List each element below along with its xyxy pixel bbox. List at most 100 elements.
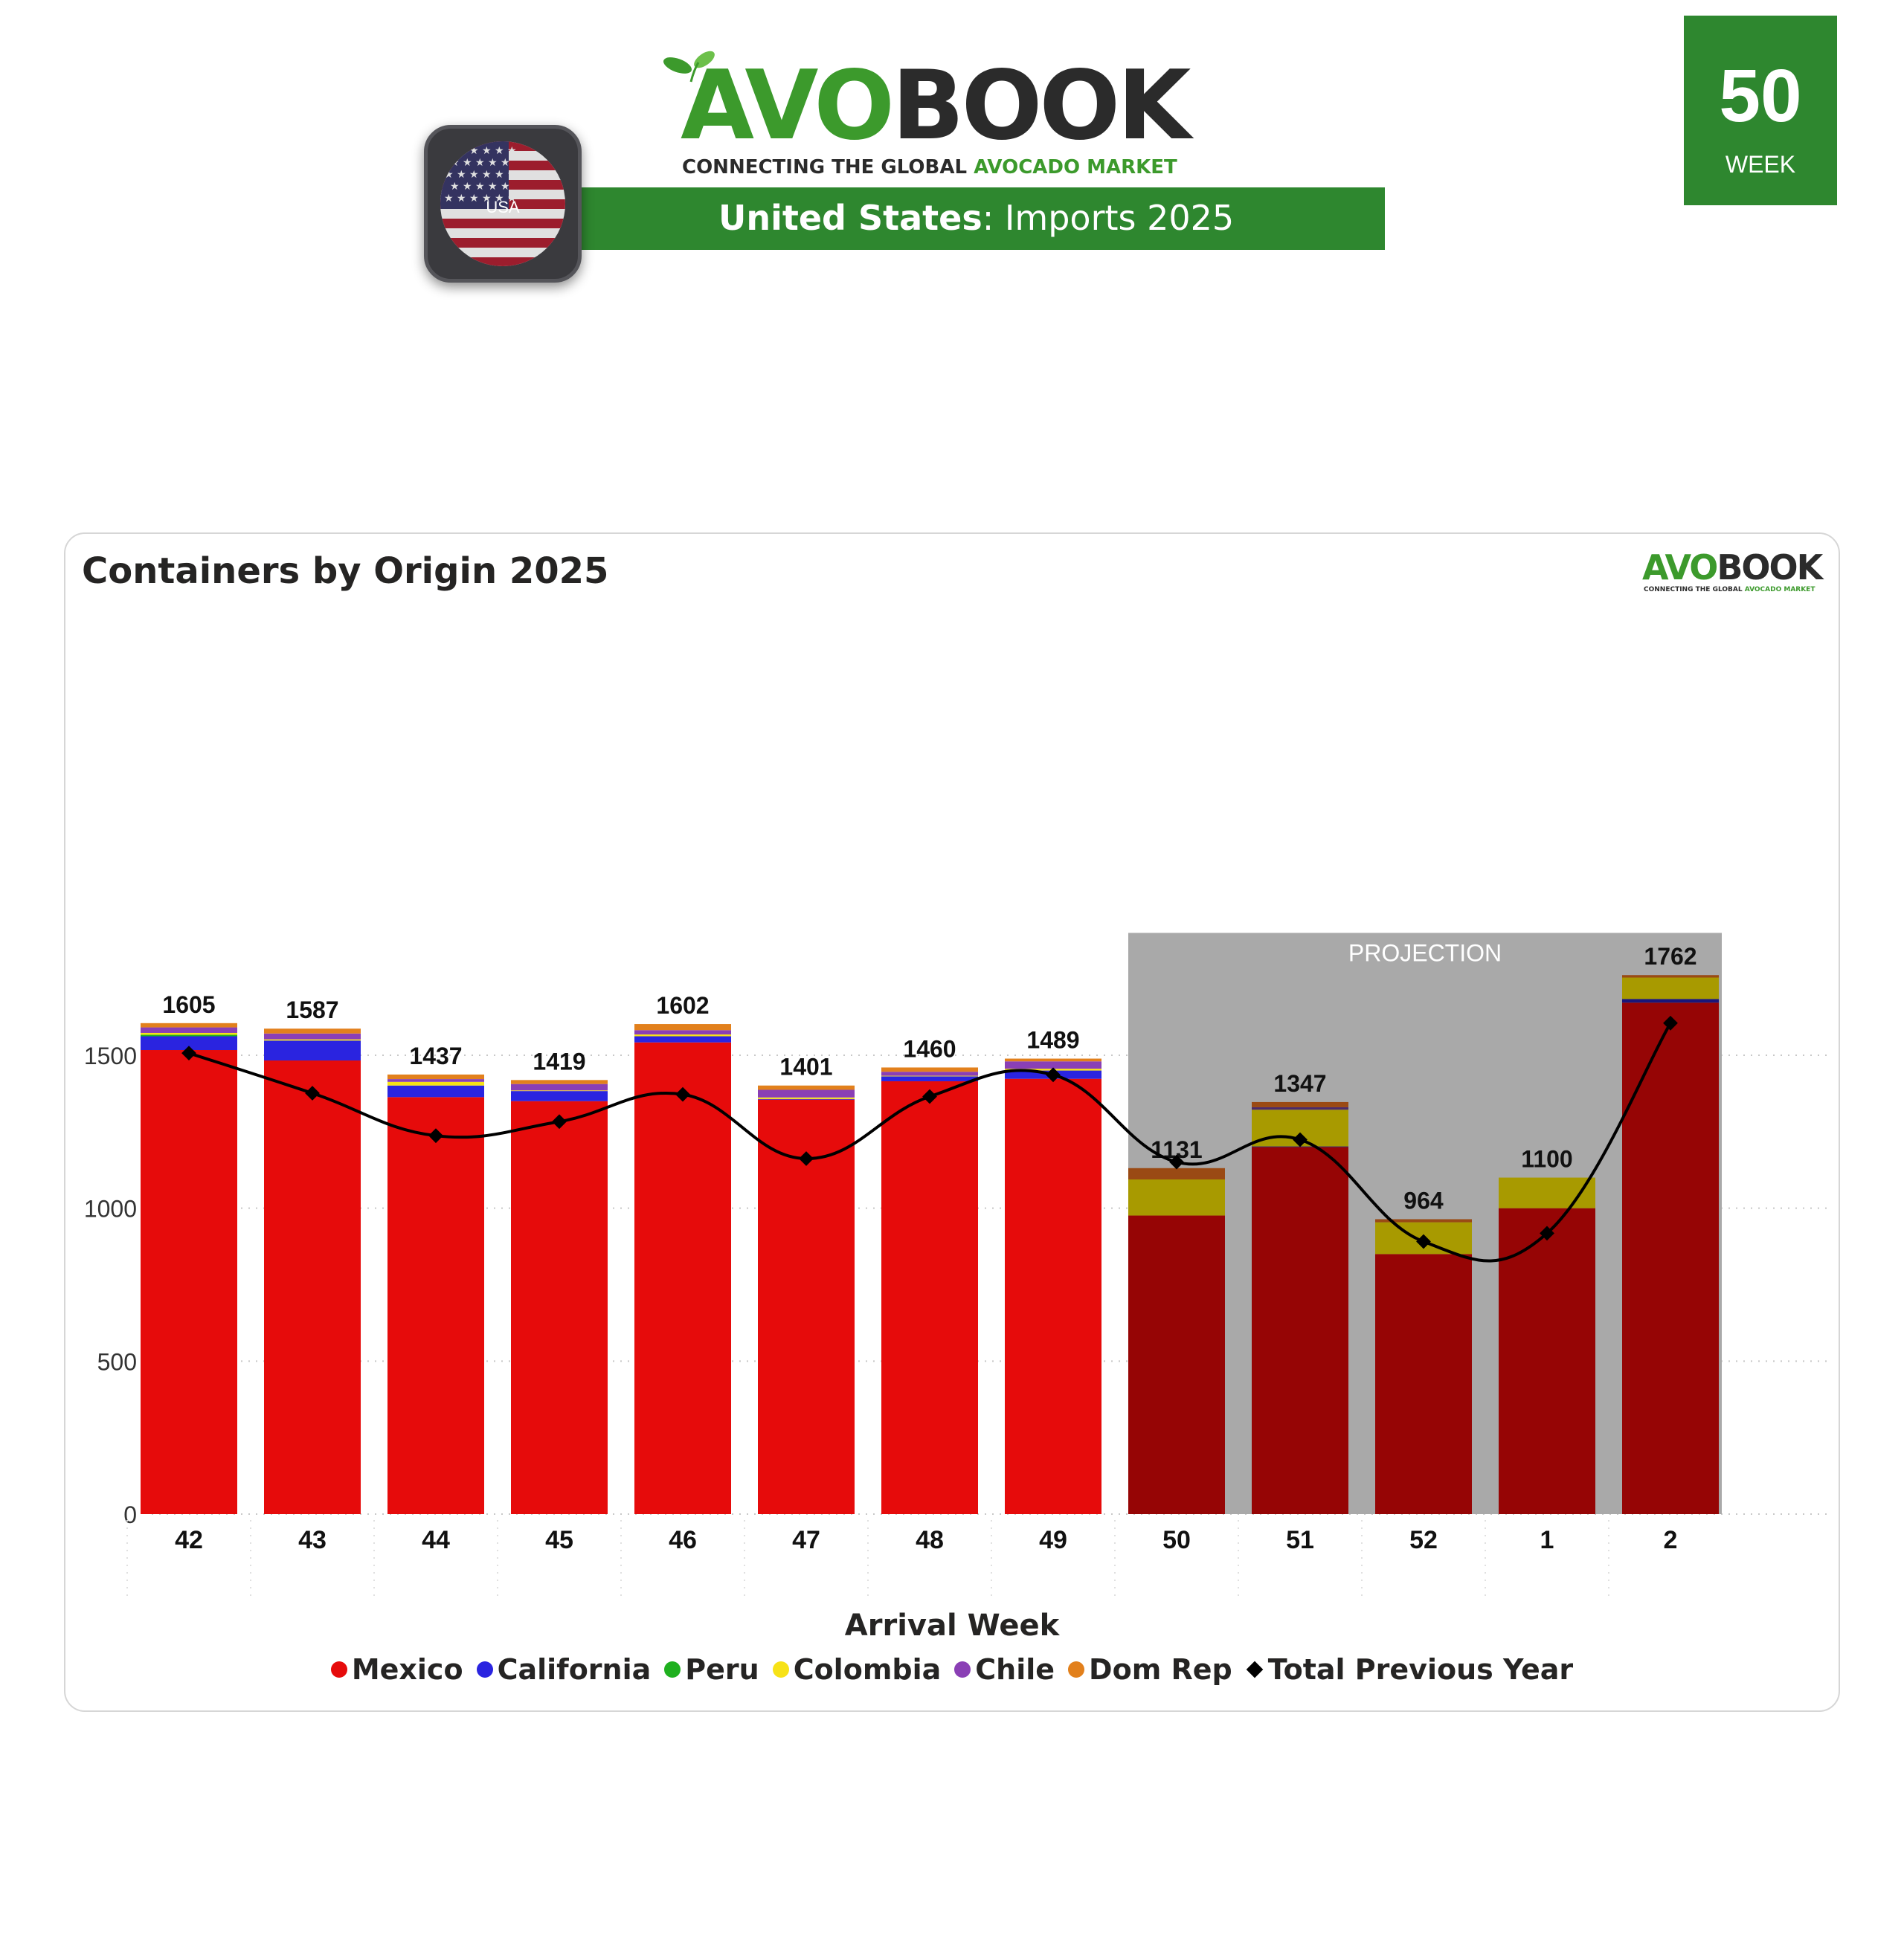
previous-year-marker bbox=[1293, 1132, 1308, 1147]
bar-segment-california bbox=[634, 1036, 731, 1043]
legend-label: California bbox=[497, 1653, 652, 1686]
total-data-label: 1401 bbox=[779, 1054, 832, 1081]
bar-segment-mexico bbox=[141, 1050, 237, 1514]
y-tick-label: 500 bbox=[97, 1348, 137, 1375]
legend-label: Colombia bbox=[793, 1653, 942, 1686]
bar-segment-california bbox=[511, 1091, 608, 1101]
previous-year-line bbox=[188, 1022, 1672, 1263]
svg-text:★ ★ ★ ★ ★ ★: ★ ★ ★ ★ ★ ★ bbox=[444, 193, 517, 205]
chart-title: Containers by Origin 2025 bbox=[82, 550, 609, 592]
bar-segment-california bbox=[141, 1036, 237, 1051]
x-tick-label: 1 bbox=[1540, 1526, 1554, 1554]
bar-segment-colombia bbox=[1622, 977, 1719, 999]
legend-dot-icon bbox=[476, 1661, 493, 1678]
total-data-label: 1489 bbox=[1026, 1027, 1079, 1054]
legend-dot-icon bbox=[664, 1661, 681, 1678]
legend-diamond-icon bbox=[1246, 1661, 1264, 1678]
legend-item-mexico[interactable]: Mexico bbox=[330, 1653, 463, 1686]
title-banner: United States: Imports 2025 bbox=[573, 187, 1385, 250]
previous-year-marker bbox=[1046, 1067, 1061, 1083]
total-data-label: 1460 bbox=[903, 1035, 956, 1062]
bar-segment-chile bbox=[141, 1027, 237, 1033]
bar-segment-dom-rep bbox=[1128, 1168, 1225, 1180]
previous-year-marker bbox=[305, 1086, 320, 1101]
bar-segment-california bbox=[387, 1085, 484, 1098]
previous-year-marker bbox=[1540, 1226, 1554, 1241]
total-data-label: 1605 bbox=[162, 991, 215, 1018]
bar-segment-mexico bbox=[881, 1081, 978, 1514]
bar-segment-mexico bbox=[1375, 1254, 1472, 1514]
legend-label: Total Previous Year bbox=[1267, 1653, 1574, 1686]
logo-book-text: BOOK bbox=[892, 51, 1191, 161]
logo-avo-text: AVO bbox=[681, 51, 895, 161]
x-tick-label: 42 bbox=[175, 1526, 203, 1554]
legend-item-california[interactable]: California bbox=[476, 1653, 652, 1686]
bar-segment-mexico bbox=[1005, 1078, 1101, 1514]
x-tick-label: 46 bbox=[669, 1526, 697, 1554]
bar-segment-colombia bbox=[634, 1034, 731, 1037]
mini-logo-tagline-highlight: AVOCADO MARKET bbox=[1744, 586, 1815, 593]
avobook-logo: AVOBOOK CONNECTING THE GLOBAL AVOCADO MA… bbox=[663, 51, 1231, 184]
bar-segment-mexico bbox=[1252, 1147, 1348, 1514]
legend-dot-icon bbox=[772, 1661, 789, 1678]
y-tick-label: 0 bbox=[123, 1501, 137, 1528]
flag-label: USA bbox=[486, 198, 520, 216]
bar-segment-california bbox=[758, 1098, 855, 1100]
logo-tagline: CONNECTING THE GLOBAL bbox=[682, 156, 974, 178]
bar-segment-mexico bbox=[1499, 1208, 1595, 1514]
legend-item-peru[interactable]: Peru bbox=[664, 1653, 759, 1686]
week-label: WEEK bbox=[1725, 151, 1796, 178]
x-axis-title: Arrival Week bbox=[844, 1609, 1060, 1643]
bar-segment-mexico bbox=[264, 1060, 361, 1514]
x-tick-label: 43 bbox=[298, 1526, 327, 1554]
total-data-label: 1100 bbox=[1521, 1146, 1572, 1173]
x-tick-label: 52 bbox=[1409, 1526, 1438, 1554]
legend-label: Dom Rep bbox=[1089, 1653, 1232, 1686]
legend-item-total-previous-year[interactable]: Total Previous Year bbox=[1246, 1653, 1573, 1686]
report-header: AVOBOOK CONNECTING THE GLOBAL AVOCADO MA… bbox=[0, 0, 1904, 312]
bar-segment-colombia bbox=[758, 1097, 855, 1099]
bar-segment-mexico bbox=[758, 1099, 855, 1514]
bar-segment-california bbox=[1622, 999, 1719, 1003]
bar-segment-chile bbox=[1005, 1061, 1101, 1069]
bar-segment-chile bbox=[881, 1072, 978, 1076]
x-tick-label: 49 bbox=[1039, 1526, 1067, 1554]
bar-segment-colombia bbox=[1128, 1179, 1225, 1216]
bar-segment-colombia bbox=[881, 1075, 978, 1077]
avobook-mini-logo: AVOBOOK CONNECTING THE GLOBAL AVOCADO MA… bbox=[1636, 547, 1827, 596]
svg-text:★ ★ ★ ★ ★ ★: ★ ★ ★ ★ ★ ★ bbox=[444, 169, 517, 181]
total-data-label: 1762 bbox=[1644, 943, 1696, 970]
week-number: 50 bbox=[1719, 54, 1802, 138]
leaf-icon bbox=[663, 51, 715, 83]
total-data-label: 1437 bbox=[409, 1043, 462, 1069]
mini-logo-tagline: CONNECTING THE GLOBAL bbox=[1644, 586, 1745, 593]
total-data-label: 1587 bbox=[286, 997, 338, 1023]
y-tick-label: 1000 bbox=[84, 1196, 137, 1223]
bar-segment-dom-rep bbox=[511, 1080, 608, 1084]
total-data-label: 1419 bbox=[533, 1048, 585, 1075]
bar-segment-mexico bbox=[634, 1042, 731, 1514]
previous-year-marker bbox=[552, 1114, 567, 1130]
bar-segment-mexico bbox=[1128, 1215, 1225, 1514]
bar-segment-chile bbox=[1252, 1107, 1348, 1110]
previous-year-marker bbox=[675, 1086, 690, 1102]
total-data-label: 964 bbox=[1403, 1187, 1444, 1214]
bar-segment-california bbox=[881, 1076, 978, 1081]
legend-item-chile[interactable]: Chile bbox=[954, 1653, 1055, 1686]
bar-segment-dom-rep bbox=[634, 1024, 731, 1031]
bar-segment-dom-rep bbox=[1375, 1219, 1472, 1223]
banner-subtitle: : Imports 2025 bbox=[982, 198, 1235, 238]
previous-year-marker bbox=[1169, 1154, 1184, 1170]
mini-logo-avo-text: AVO bbox=[1642, 547, 1718, 587]
legend-item-dom-rep[interactable]: Dom Rep bbox=[1068, 1653, 1232, 1686]
legend-item-colombia[interactable]: Colombia bbox=[772, 1653, 942, 1686]
previous-year-marker bbox=[799, 1151, 814, 1166]
bar-segment-mexico bbox=[387, 1097, 484, 1514]
logo-tagline-highlight: AVOCADO MARKET bbox=[974, 156, 1177, 178]
bar-segment-dom-rep bbox=[1005, 1058, 1101, 1062]
usa-flag-badge: ★ ★ ★ ★ ★ ★ ★ ★ ★ ★ ★ ★ ★ ★ ★ ★ ★ ★ ★ ★ … bbox=[424, 125, 582, 283]
bar-segment-chile bbox=[511, 1084, 608, 1091]
bar-segment-dom-rep bbox=[1252, 1101, 1348, 1107]
chart-card: Containers by Origin 2025 AVOBOOK CONNEC… bbox=[64, 532, 1840, 1712]
bar-segment-california bbox=[264, 1040, 361, 1060]
